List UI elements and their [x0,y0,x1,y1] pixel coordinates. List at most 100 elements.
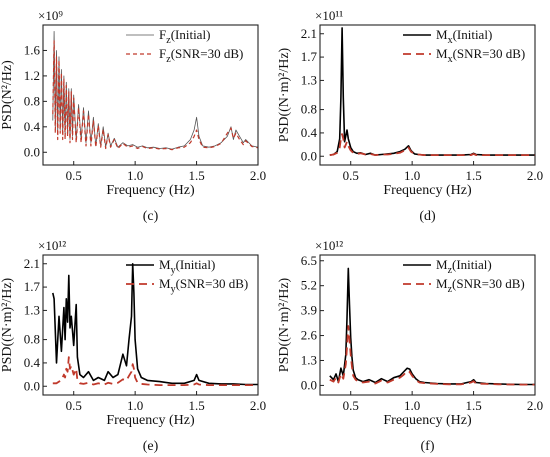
x-tick-label-c-0: 0.5 [66,168,82,183]
x-tick-label-c-1: 1.0 [127,168,143,183]
legend-label-c-1: Fz(SNR=30 dB) [159,46,243,65]
y-tick-label-c-4: 1.6 [24,42,41,57]
y-tick-label-e-5: 2.1 [24,256,40,271]
y-multiplier-e: ×10¹² [38,238,66,253]
y-tick-label-e-2: 0.8 [24,332,40,347]
x-axis-title-d: Frequency (Hz) [383,183,472,198]
y-tick-label-e-3: 1.3 [24,302,40,317]
x-tick-label-f-0: 0.5 [343,398,359,413]
y-tick-label-f-5: 6.5 [301,253,317,268]
y-tick-label-d-3: 1.3 [301,72,317,87]
x-tick-label-f-1: 1.0 [404,398,420,413]
x-tick-label-c-2: 1.5 [188,168,204,183]
x-tick-label-f-3: 2.0 [527,398,543,413]
legend-label-d-0: Mx(Initial) [436,27,492,46]
legend-label-main: M [159,276,171,291]
panel-c: 0.5 1.0 1.5 2.0 0.0 0.4 0.8 1.2 1.6 Frequency (Hz… [0,8,266,224]
x-tick-label-d-0: 0.5 [343,168,359,183]
x-tick-label-e-3: 2.0 [250,398,266,413]
legend-label-main: F [159,27,166,42]
panel-label-f: (f) [421,439,435,454]
series-line-c-1 [52,40,258,151]
series-line-e-1 [52,356,258,386]
legend-label-rest: (Initial) [453,27,493,42]
legend-label-main: M [436,27,448,42]
panel-label-d: (d) [419,209,436,224]
legend-label-main: M [436,276,448,291]
series-line-e-0 [52,263,258,386]
x-tick-label-d-1: 1.0 [404,168,420,183]
legend-c: Fz(Initial)Fz(SNR=30 dB) [126,27,243,65]
x-axis-title-c: Frequency (Hz) [106,183,195,198]
y-tick-label-d-0: 0.0 [301,148,317,163]
panel-label-e: (e) [143,439,159,454]
y-axis-title-e: PSD((N·m)²/Hz) [0,277,15,372]
legend-label-f-1: Mz(SNR=30 dB) [436,276,525,295]
legend-label-rest: (Initial) [171,27,211,42]
x-axis-title-f: Frequency (Hz) [383,413,472,428]
panel-d: 0.5 1.0 1.5 2.0 0.0 0.4 0.8 1.3 1.7 2.1 Frequency … [277,8,543,224]
plot-frame-d [319,24,536,166]
legend-label-d-1: Mx(SNR=30 dB) [436,46,525,65]
y-tick-label-e-1: 0.4 [24,355,41,370]
y-tick-label-f-1: 1.3 [301,352,317,367]
legend-label-sub: z [448,265,453,276]
plot-frame-c [42,24,259,166]
legend-label-sub: z [448,284,453,295]
legend-label-sub: z [166,35,171,46]
y-multiplier-d: ×10¹¹ [315,8,343,23]
x-tick-label-e-2: 1.5 [188,398,204,413]
series-line-d-1 [329,133,535,156]
x-tick-label-f-2: 1.5 [465,398,481,413]
y-axis-title-f: PSD((N·m)²/Hz) [277,277,292,372]
y-tick-label-f-0: 0.0 [301,377,317,392]
legend-label-sub: x [448,35,453,46]
legend-label-e-0: My(Initial) [159,257,215,276]
legend-label-rest: (SNR=30 dB) [176,276,249,291]
legend-label-rest: (SNR=30 dB) [171,46,244,61]
y-tick-label-d-4: 1.7 [301,49,318,64]
y-multiplier-c: ×10⁹ [38,8,63,23]
series-line-f-1 [329,325,535,386]
y-multiplier-f: ×10¹² [315,238,343,253]
x-tick-label-e-1: 1.0 [127,398,143,413]
y-tick-label-f-2: 2.6 [301,328,318,343]
y-axis-title-c: PSD(N²/Hz) [0,60,15,130]
legend-f: Mz(Initial)Mz(SNR=30 dB) [403,257,525,295]
y-tick-label-d-5: 2.1 [301,26,317,41]
y-tick-label-c-2: 0.8 [24,93,40,108]
y-tick-label-c-1: 0.4 [24,119,41,134]
legend-label-c-0: Fz(Initial) [159,27,210,46]
y-axis-title-d: PSD((N·m)²/Hz) [277,47,292,142]
y-tick-label-e-0: 0.0 [24,378,40,393]
panel-label-c: (c) [143,209,159,224]
legend-label-sub: y [171,265,176,276]
legend-label-main: M [159,257,171,272]
plot-frame-e [42,254,259,396]
plot-frame-f [319,254,536,396]
x-axis-title-e: Frequency (Hz) [106,413,195,428]
panel-e: 0.5 1.0 1.5 2.0 0.0 0.4 0.8 1.3 1.7 2.1 Frequency … [0,238,266,454]
legend-label-e-1: My(SNR=30 dB) [159,276,248,295]
legend-d: Mx(Initial)Mx(SNR=30 dB) [403,27,525,65]
legend-label-rest: (Initial) [452,257,492,272]
legend-label-sub: y [171,284,176,295]
legend-label-main: M [436,46,448,61]
y-tick-label-c-3: 1.2 [24,68,40,83]
panel-f: 0.5 1.0 1.5 2.0 0.0 1.3 2.6 3.9 5.2 6.5 Frequency … [277,238,543,454]
legend-e: My(Initial)My(SNR=30 dB) [126,257,248,295]
y-tick-label-e-4: 1.7 [24,279,41,294]
y-tick-label-c-0: 0.0 [24,144,40,159]
legend-label-main: M [436,257,448,272]
series-line-f-0 [329,267,535,386]
x-tick-label-c-3: 2.0 [250,168,266,183]
legend-label-rest: (Initial) [176,257,216,272]
y-tick-label-d-2: 0.8 [301,102,317,117]
x-tick-label-d-3: 2.0 [527,168,543,183]
y-tick-label-f-3: 3.9 [301,303,317,318]
legend-label-sub: z [166,54,171,65]
legend-label-f-0: Mz(Initial) [436,257,492,276]
y-tick-label-d-1: 0.4 [301,125,318,140]
legend-label-sub: x [448,54,453,65]
